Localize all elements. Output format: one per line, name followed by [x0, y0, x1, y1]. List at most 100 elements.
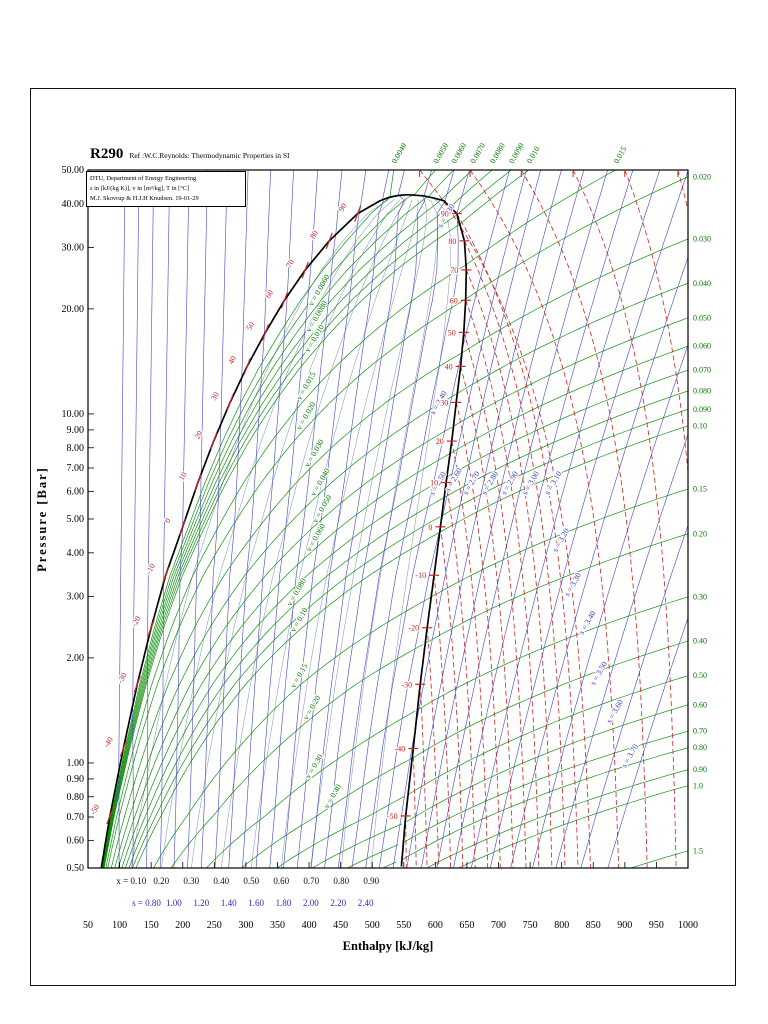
svg-text:9.00: 9.00 — [67, 425, 85, 436]
svg-text:0.0080: 0.0080 — [488, 141, 507, 165]
svg-text:-30: -30 — [402, 680, 413, 689]
svg-text:90: 90 — [337, 202, 349, 213]
svg-text:10: 10 — [430, 479, 438, 488]
svg-text:0.20: 0.20 — [693, 529, 707, 538]
svg-text:0: 0 — [428, 523, 432, 532]
svg-text:-10: -10 — [144, 562, 157, 576]
svg-text:0.70: 0.70 — [303, 876, 319, 886]
svg-text:300: 300 — [238, 920, 253, 931]
svg-text:v = 0.030: v = 0.030 — [303, 438, 326, 469]
svg-text:Enthalpy [kJ/kg]: Enthalpy [kJ/kg] — [343, 939, 434, 953]
svg-text:40: 40 — [226, 354, 238, 365]
svg-text:90: 90 — [441, 210, 449, 219]
svg-text:1.80: 1.80 — [276, 898, 292, 908]
svg-text:250: 250 — [207, 920, 222, 931]
refrigerant-name: R290 — [90, 146, 124, 162]
svg-text:600: 600 — [428, 920, 443, 931]
svg-text:1.00: 1.00 — [166, 898, 182, 908]
svg-text:900: 900 — [617, 920, 632, 931]
page-frame — [30, 88, 736, 986]
svg-text:0.70: 0.70 — [693, 727, 707, 736]
svg-text:40.00: 40.00 — [62, 199, 85, 210]
svg-text:0.80: 0.80 — [333, 876, 349, 886]
svg-text:0.50: 0.50 — [243, 876, 259, 886]
svg-text:10.00: 10.00 — [62, 409, 85, 420]
info-box: DTU, Department of Energy Engineering s … — [86, 171, 246, 207]
svg-text:-30: -30 — [116, 671, 129, 685]
saturation-dome — [100, 193, 468, 868]
svg-text:0.30: 0.30 — [693, 592, 707, 601]
svg-text:20: 20 — [436, 437, 444, 446]
svg-text:1.40: 1.40 — [221, 898, 237, 908]
svg-text:500: 500 — [365, 920, 380, 931]
svg-text:0.90: 0.90 — [693, 765, 707, 774]
svg-text:0.20: 0.20 — [153, 876, 169, 886]
svg-text:2.00: 2.00 — [67, 653, 85, 664]
svg-text:0.0050: 0.0050 — [431, 141, 450, 165]
svg-text:50.00: 50.00 — [62, 165, 85, 176]
svg-text:0.60: 0.60 — [693, 700, 707, 709]
svg-text:s = 3.40: s = 3.40 — [577, 609, 598, 636]
svg-text:10: 10 — [177, 471, 189, 482]
svg-text:7.00: 7.00 — [67, 463, 85, 474]
svg-text:-40: -40 — [395, 745, 406, 754]
svg-text:0.050: 0.050 — [693, 313, 711, 322]
svg-text:0.010: 0.010 — [525, 145, 542, 165]
axes: 50.00 40.00 30.00 20.00 10.00 9.00 8.00 7.00 6.0… — [35, 165, 698, 953]
svg-text:0.40: 0.40 — [693, 637, 707, 646]
svg-text:20.00: 20.00 — [62, 304, 85, 315]
svg-text:s = 0.80: s = 0.80 — [132, 898, 161, 908]
svg-text:s = 3.20: s = 3.20 — [551, 527, 572, 554]
svg-text:-10: -10 — [415, 571, 426, 580]
svg-text:-50: -50 — [387, 812, 398, 821]
svg-text:0.40: 0.40 — [213, 876, 229, 886]
svg-text:60: 60 — [450, 296, 458, 305]
svg-text:3.00: 3.00 — [67, 592, 85, 603]
svg-text:0.090: 0.090 — [693, 405, 711, 414]
svg-text:1.00: 1.00 — [67, 758, 85, 769]
svg-text:650: 650 — [459, 920, 474, 931]
svg-text:1.5: 1.5 — [693, 846, 703, 855]
reference-text: Ref :W.C.Reynolds: Thermodynamic Propert… — [129, 151, 290, 160]
isochore-lines — [101, 170, 688, 868]
svg-text:0.50: 0.50 — [693, 671, 707, 680]
svg-text:s = 2.80: s = 2.80 — [480, 470, 501, 497]
svg-text:2.40: 2.40 — [358, 898, 374, 908]
svg-text:0.50: 0.50 — [67, 863, 85, 874]
svg-text:80: 80 — [308, 229, 320, 240]
svg-text:350: 350 — [270, 920, 285, 931]
svg-text:450: 450 — [333, 920, 348, 931]
svg-text:v = 0.40: v = 0.40 — [322, 783, 343, 810]
svg-text:50: 50 — [83, 920, 93, 931]
svg-text:30.00: 30.00 — [62, 243, 85, 254]
svg-text:2.00: 2.00 — [303, 898, 319, 908]
svg-text:0.10: 0.10 — [693, 421, 707, 430]
info-line-authors: M.J. Skovrup & H.J.H Knudsen. 19-01-29 — [90, 194, 199, 202]
svg-text:-40: -40 — [102, 735, 115, 749]
svg-text:Pressure [Bar]: Pressure [Bar] — [35, 466, 49, 572]
svg-text:4.00: 4.00 — [67, 548, 85, 559]
svg-text:30: 30 — [209, 390, 221, 401]
svg-text:70: 70 — [284, 258, 296, 269]
svg-text:x = 0.10: x = 0.10 — [116, 876, 146, 886]
svg-text:8.00: 8.00 — [67, 443, 85, 454]
svg-text:40: 40 — [445, 362, 453, 371]
svg-text:0.070: 0.070 — [693, 366, 711, 375]
curves-layer — [100, 170, 688, 868]
svg-text:-20: -20 — [409, 624, 420, 633]
svg-text:0.30: 0.30 — [183, 876, 199, 886]
svg-text:800: 800 — [554, 920, 569, 931]
svg-text:-20: -20 — [129, 615, 142, 629]
isotherm-lines — [405, 170, 688, 868]
svg-text:850: 850 — [586, 920, 601, 931]
svg-text:1000: 1000 — [678, 920, 698, 931]
info-line-institution: DTU, Department of Energy Engineering — [90, 175, 197, 182]
quality-lines — [131, 199, 452, 868]
svg-text:550: 550 — [396, 920, 411, 931]
svg-text:0.080: 0.080 — [693, 387, 711, 396]
title-block: R290 Ref :W.C.Reynolds: Thermodynamic Pr… — [90, 146, 290, 163]
svg-text:0.15: 0.15 — [693, 485, 707, 494]
svg-text:s = 3.70: s = 3.70 — [620, 743, 641, 770]
